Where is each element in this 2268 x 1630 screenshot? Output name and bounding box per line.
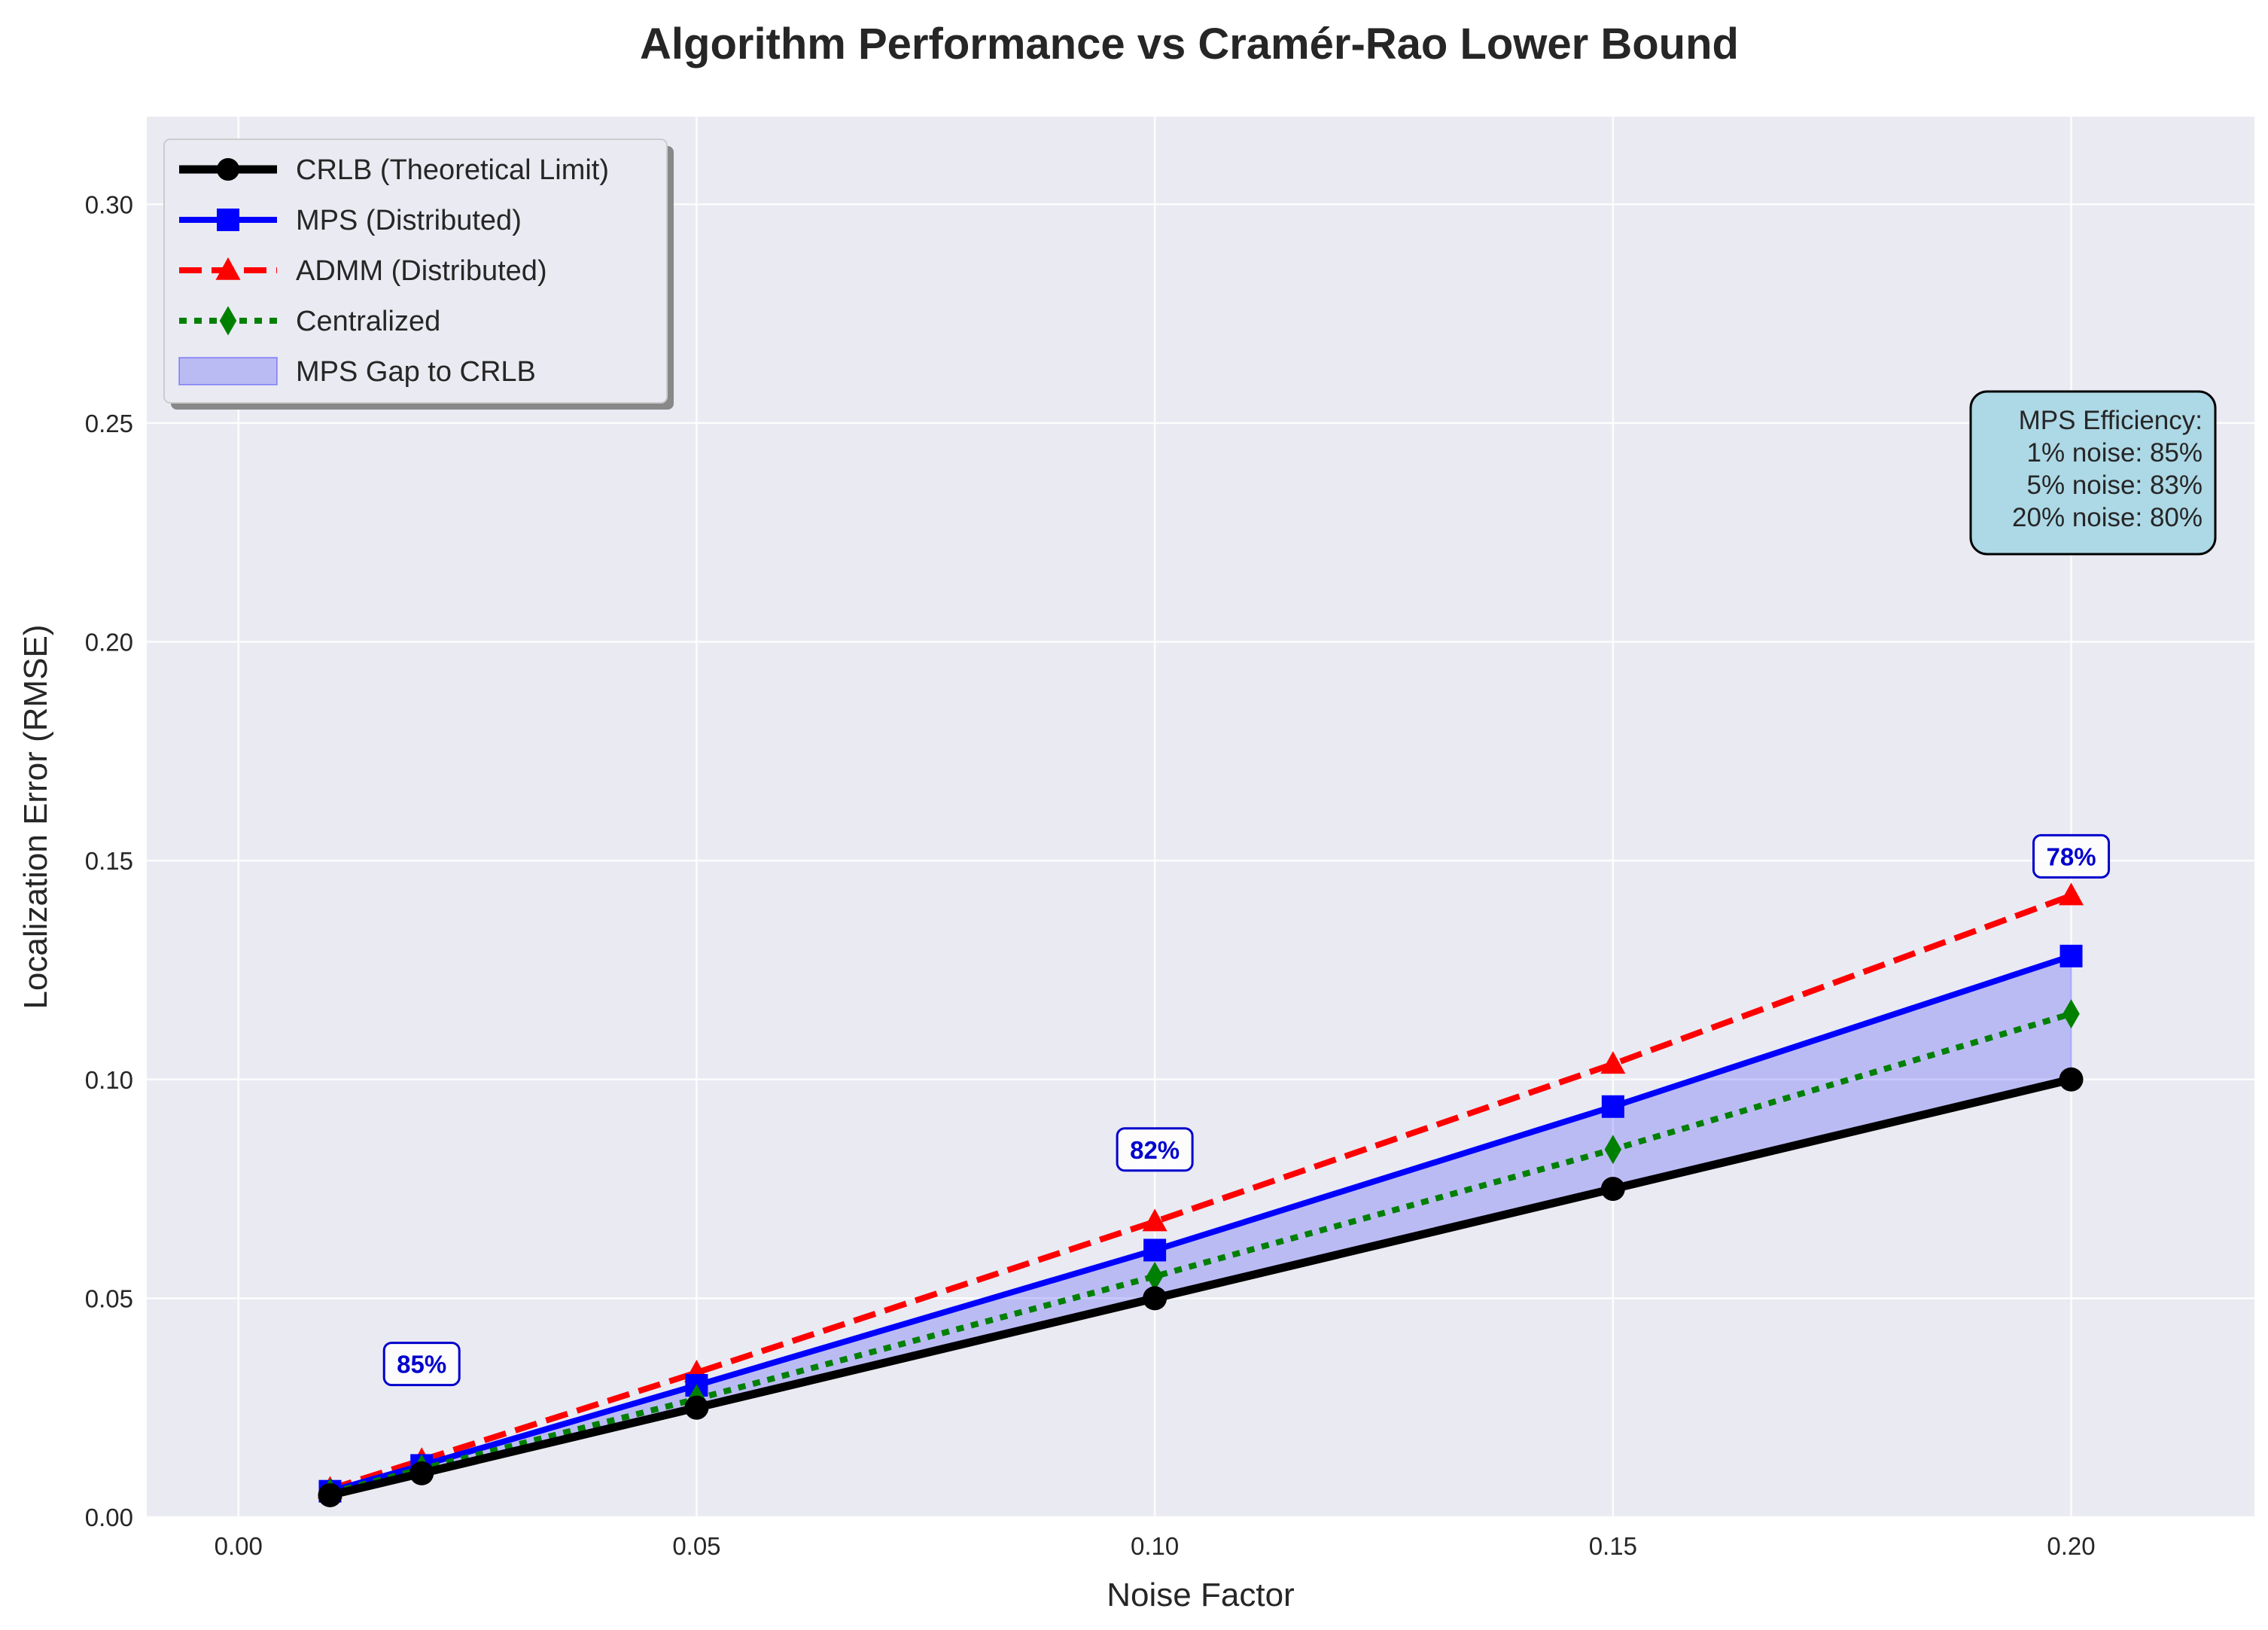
annotation-box — [1116, 1127, 1194, 1172]
annotation-box — [2032, 833, 2111, 879]
legend-marker-admm — [215, 257, 241, 280]
data-point-crlb — [684, 1395, 709, 1420]
x-tick-label: 0.20 — [2047, 1532, 2095, 1560]
x-axis-label: Noise Factor — [1107, 1577, 1294, 1613]
legend-label: Centralized — [296, 306, 440, 337]
y-tick-label: 0.00 — [85, 1504, 133, 1531]
y-tick-label: 0.10 — [85, 1066, 133, 1094]
y-tick-label: 0.25 — [85, 410, 133, 437]
x-tick-label: 0.15 — [1589, 1532, 1637, 1560]
tick-layer: 0.00 0.05 0.10 0.15 0.20 0.00 0.05 0.10 0.15 0.20… — [85, 190, 2096, 1560]
chart-title: Algorithm Performance vs Cramér-Rao Lowe… — [640, 20, 1739, 69]
legend-label: MPS Gap to CRLB — [296, 356, 536, 388]
data-point-admm — [2059, 882, 2084, 906]
efficiency-annotation: 78% — [2032, 833, 2111, 879]
data-point-mps — [1601, 1095, 1624, 1118]
data-point-centralized — [2063, 999, 2080, 1029]
data-point-crlb — [1143, 1286, 1167, 1311]
annotation-label: 85% — [397, 1351, 446, 1379]
x-tick-label: 0.10 — [1131, 1532, 1179, 1560]
y-axis-label: Localization Error (RMSE) — [17, 624, 54, 1009]
data-point-mps — [1143, 1238, 1167, 1262]
legend-marker-crlb — [217, 158, 239, 181]
legend-label: CRLB (Theoretical Limit) — [296, 154, 609, 186]
legend: CRLB (Theoretical Limit) MPS (Distributed… — [163, 139, 674, 410]
efficiency-line: 5% noise: 83% — [2027, 471, 2203, 500]
efficiency-box-frame — [1969, 390, 2217, 556]
data-point-centralized — [1146, 1261, 1164, 1291]
data-point-centralized — [1604, 1135, 1622, 1165]
legend-label: MPS (Distributed) — [296, 205, 522, 236]
x-tick-label: 0.00 — [215, 1532, 263, 1560]
legend-marker-mps — [217, 209, 239, 231]
y-tick-label: 0.20 — [85, 629, 133, 657]
legend-label: ADMM (Distributed) — [296, 255, 547, 287]
y-tick-label: 0.15 — [85, 847, 133, 875]
data-point-crlb — [1600, 1177, 1625, 1202]
annotation-layer: 85% 82% 78% — [382, 833, 2111, 1387]
annotation-label: 78% — [2046, 842, 2096, 870]
data-point-mps — [2059, 944, 2083, 967]
legend-fill-swatch — [178, 357, 278, 385]
data-point-crlb — [409, 1461, 434, 1485]
efficiency-line: 20% noise: 80% — [2012, 503, 2203, 532]
data-point-crlb — [318, 1482, 342, 1507]
efficiency-annotation: 85% — [382, 1342, 461, 1387]
legend-marker-centralized — [219, 306, 237, 336]
series-line-admm — [329, 892, 2072, 1492]
data-point-crlb — [2059, 1067, 2084, 1092]
efficiency-line: MPS Efficiency: — [2019, 406, 2203, 435]
legend-frame — [163, 139, 668, 404]
annotation-box — [382, 1342, 461, 1387]
efficiency-line: 1% noise: 85% — [2027, 438, 2203, 468]
series-layer — [317, 882, 2084, 1508]
efficiency-box: MPS Efficiency: 1% noise: 85% 5% noise: 83… — [1969, 390, 2217, 556]
x-tick-label: 0.05 — [672, 1532, 720, 1560]
series-line-crlb — [329, 1075, 2072, 1500]
data-point-admm — [1142, 1208, 1167, 1232]
y-tick-label: 0.05 — [85, 1284, 133, 1312]
y-tick-label: 0.30 — [85, 190, 133, 218]
series-line-mps — [329, 953, 2072, 1494]
data-point-admm — [1600, 1051, 1626, 1074]
series-crlb — [318, 1067, 2084, 1507]
efficiency-annotation: 82% — [1116, 1127, 1194, 1172]
grid-lines — [147, 117, 2254, 1519]
annotation-label: 82% — [1130, 1136, 1180, 1164]
